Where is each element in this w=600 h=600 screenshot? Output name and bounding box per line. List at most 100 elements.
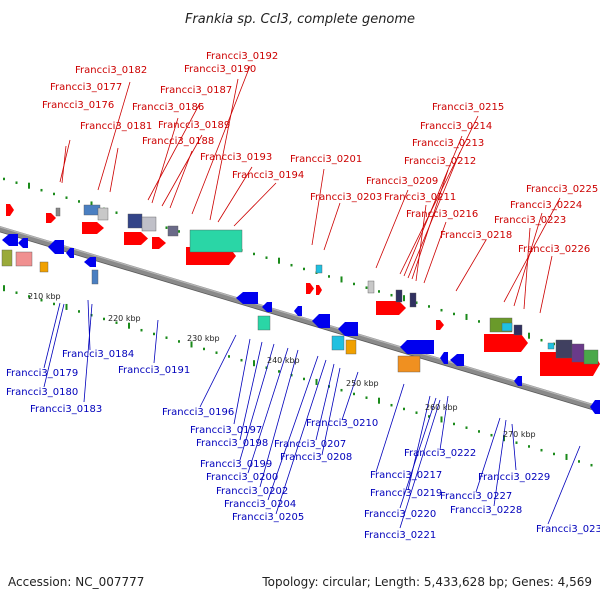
- gene-label: Francci3_0201: [290, 154, 362, 165]
- tick-mark: [153, 332, 155, 336]
- domain-box: [189, 229, 243, 253]
- label-connector: [217, 166, 253, 223]
- gene-label: Francci3_0221: [364, 530, 436, 541]
- tick-mark: [65, 196, 68, 199]
- tick-mark: [265, 256, 268, 259]
- label-connector: [341, 371, 359, 421]
- tick-mark: [553, 452, 555, 456]
- tick-mark: [40, 298, 43, 302]
- tick-mark: [528, 332, 530, 339]
- gene-labels: Francci3_0177 Francci3_0176 Francci3_0181 F…: [6, 51, 600, 541]
- forward-gene: [436, 320, 444, 330]
- domain-box: [555, 339, 573, 359]
- label-connector: [233, 338, 251, 425]
- domain-box: [583, 349, 599, 365]
- domain-box: [257, 315, 271, 331]
- tick-mark: [378, 290, 380, 293]
- gene-label: Francci3_0189: [158, 120, 230, 131]
- label-connector: [153, 319, 159, 364]
- label-connector: [275, 359, 327, 515]
- label-connector: [147, 102, 201, 201]
- label-connector: [439, 395, 449, 451]
- label-connector: [411, 169, 449, 280]
- domain-box: [39, 261, 49, 273]
- tick-mark: [90, 313, 93, 317]
- label-connector: [503, 197, 561, 303]
- tick-mark: [453, 312, 455, 316]
- tick-mark: [28, 295, 30, 298]
- forward-gene: [316, 285, 322, 295]
- tick-mark: [178, 340, 180, 343]
- tick-mark: [353, 392, 355, 396]
- tick-mark: [540, 448, 543, 452]
- reverse-gene: [262, 302, 272, 312]
- label-connector: [311, 168, 325, 246]
- reverse-gene: [312, 314, 330, 328]
- gene-label: Francci3_0205: [232, 512, 304, 523]
- label-connector: [399, 397, 437, 509]
- tick-mark: [15, 291, 18, 294]
- tick-mark: [3, 177, 5, 181]
- label-connector: [399, 115, 479, 275]
- gene-label: Francci3_0228: [450, 505, 522, 516]
- tick-mark: [365, 286, 368, 289]
- gene-label: Francci3_0179: [6, 368, 78, 379]
- tick-mark: [290, 263, 293, 267]
- reverse-gene: [84, 257, 96, 267]
- domain-box: [91, 269, 99, 285]
- gene-label: Francci3_0186: [132, 102, 204, 113]
- label-connector: [475, 417, 501, 493]
- label-connector: [109, 147, 119, 193]
- gene-features: [1, 204, 600, 414]
- tick-mark: [103, 317, 105, 321]
- tick-mark: [340, 276, 343, 283]
- tick-mark: [565, 453, 568, 460]
- reverse-gene: [338, 322, 358, 336]
- map-title: Frankia sp. CcI3, complete genome: [185, 12, 415, 27]
- reverse-gene: [450, 354, 464, 366]
- label-connector: [399, 399, 441, 529]
- label-connector: [97, 81, 131, 191]
- tick-mark: [253, 252, 255, 256]
- gene-label: Francci3_0181: [80, 121, 152, 132]
- domain-box: [395, 289, 403, 303]
- gene-label: Francci3_0209: [366, 176, 438, 187]
- gene-label: Francci3_0204: [224, 499, 296, 510]
- gene-label: Francci3_0225: [526, 184, 598, 195]
- tick-mark: [428, 305, 430, 308]
- gene-label: Francci3_0224: [510, 200, 582, 211]
- gene-label: Francci3_0188: [142, 136, 214, 147]
- label-connector: [415, 204, 427, 282]
- tick-mark: [578, 460, 580, 463]
- gene-label: Francci3_0207: [274, 439, 346, 450]
- label-connector: [209, 78, 239, 221]
- gene-label: Francci3_0192: [206, 51, 278, 62]
- gene-label: Francci3_0214: [420, 121, 492, 132]
- tick-mark: [478, 430, 480, 433]
- domain-box: [315, 264, 323, 274]
- tick-mark: [440, 308, 443, 312]
- gene-label: Francci3_0180: [6, 387, 78, 398]
- tick-mark: [315, 378, 318, 385]
- tick-mark: [490, 433, 493, 437]
- label-connector: [547, 445, 581, 525]
- tick-mark: [90, 201, 93, 208]
- gene-label: Francci3_0191: [118, 365, 190, 376]
- tick-mark: [390, 403, 393, 407]
- tick-mark: [265, 366, 268, 369]
- label-connector: [61, 145, 67, 184]
- label-connector: [161, 134, 203, 207]
- tick-mark: [540, 338, 543, 342]
- tick-mark: [78, 200, 80, 203]
- label-connector: [423, 221, 447, 284]
- label-connector: [191, 65, 251, 215]
- gene-label: Francci3_0215: [432, 102, 504, 113]
- tick-mark: [340, 388, 343, 392]
- tick-mark: [528, 445, 530, 448]
- label-connector: [59, 139, 71, 183]
- scale-label: 230 kbp: [187, 334, 220, 343]
- label-connector: [511, 423, 517, 471]
- label-connector: [315, 363, 335, 441]
- domain-box: [127, 213, 143, 229]
